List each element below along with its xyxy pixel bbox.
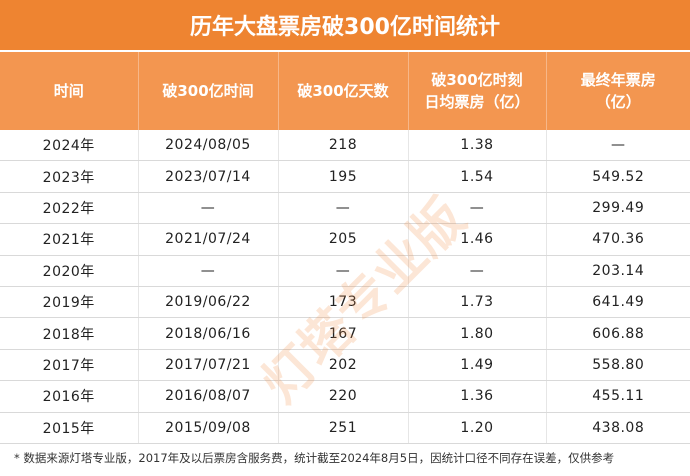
table-cell: 1.46 <box>407 223 546 256</box>
table-cell: 2015/09/08 <box>137 412 278 444</box>
table-row: 2021年 2021/07/24 205 1.46 470.36 <box>0 223 690 256</box>
header-cell: 破300亿天数 <box>277 52 408 130</box>
table-cell: 549.52 <box>545 160 690 193</box>
table-cell: — <box>407 192 546 225</box>
table-cell: — <box>137 255 278 287</box>
table-cell: — <box>277 255 408 287</box>
table-cell: 455.11 <box>545 380 690 413</box>
table-row: 2022年 — — —299.49 <box>0 192 690 225</box>
table: 时间 破300亿时间 破300亿天数 破300亿时刻 日均票房（亿） 最终年票房 （亿）… <box>0 52 690 444</box>
table-row: 2016年 2016/08/07 220 1.36 455.11 <box>0 380 690 413</box>
table-row: 2023年 2023/07/14 195 1.54 549.52 <box>0 160 690 193</box>
header-cell: 破300亿时刻 日均票房（亿） <box>407 52 546 130</box>
table-row: 2015年 2015/09/08 251 1.20 438.08 <box>0 412 690 444</box>
table-cell: 1.49 <box>407 349 546 382</box>
table-cell: 167 <box>277 317 408 350</box>
table-cell: 173 <box>277 286 408 319</box>
table-cell: 2018年 <box>0 317 138 350</box>
table-cell: 1.73 <box>407 286 546 319</box>
table-cell: 470.36 <box>545 223 690 256</box>
title: 历年大盘票房破300亿时间统计 <box>0 0 690 52</box>
table-cell: 205 <box>277 223 408 256</box>
table-cell: 2018/06/16 <box>137 317 278 350</box>
table-cell: — <box>545 130 690 162</box>
table-row: 2019年 2019/06/22 173 1.73 641.49 <box>0 286 690 319</box>
table-cell: 2023/07/14 <box>137 160 278 193</box>
table-cell: 220 <box>277 380 408 413</box>
table-cell: 641.49 <box>545 286 690 319</box>
table-cell: 195 <box>277 160 408 193</box>
table-cell: 2017/07/21 <box>137 349 278 382</box>
table-cell: 2023年 <box>0 160 138 193</box>
table-cell: 251 <box>277 412 408 444</box>
table-cell: 218 <box>277 130 408 162</box>
table-cell: — <box>137 192 278 225</box>
header-cell: 破300亿时间 <box>137 52 278 130</box>
table-cell: 558.80 <box>545 349 690 382</box>
table-cell: 2024/08/05 <box>137 130 278 162</box>
table-cell: 2020年 <box>0 255 138 287</box>
table-cell: 2019年 <box>0 286 138 319</box>
header-row: 时间 破300亿时间 破300亿天数 破300亿时刻 日均票房（亿） 最终年票房 （亿） <box>0 52 690 130</box>
table-cell: — <box>277 192 408 225</box>
table-cell: 2016/08/07 <box>137 380 278 413</box>
table-row: 2017年 2017/07/21 202 1.49 558.80 <box>0 349 690 382</box>
note: * 数据来源灯塔专业版，2017年及以后票房含服务费，统计截至2024年8月5日… <box>14 451 615 465</box>
table-cell: 1.36 <box>407 380 546 413</box>
table-cell: 1.54 <box>407 160 546 193</box>
table-cell: 2016年 <box>0 380 138 413</box>
table-cell: 299.49 <box>545 192 690 225</box>
table-cell: 2024年 <box>0 130 138 162</box>
table-cell: 438.08 <box>545 412 690 444</box>
table-body: 2024年 2024/08/05 218 1.38—2023年 2023/07/14 19… <box>0 130 690 444</box>
header-cell: 最终年票房 （亿） <box>545 52 690 130</box>
table-row: 2020年 — — —203.14 <box>0 255 690 287</box>
header-cell: 时间 <box>0 52 138 130</box>
table-row: 2024年 2024/08/05 218 1.38— <box>0 130 690 162</box>
table-cell: 202 <box>277 349 408 382</box>
table-cell: 1.80 <box>407 317 546 350</box>
table-cell: 2022年 <box>0 192 138 225</box>
table-cell: 606.88 <box>545 317 690 350</box>
table-cell: 2015年 <box>0 412 138 444</box>
table-cell: 2019/06/22 <box>137 286 278 319</box>
table-cell: 2017年 <box>0 349 138 382</box>
table-cell: 1.20 <box>407 412 546 444</box>
table-row: 2018年 2018/06/16 167 1.80 606.88 <box>0 317 690 350</box>
table-cell: 2021/07/24 <box>137 223 278 256</box>
table-cell: 203.14 <box>545 255 690 287</box>
table-cell: — <box>407 255 546 287</box>
table-cell: 1.38 <box>407 130 546 162</box>
table-cell: 2021年 <box>0 223 138 256</box>
